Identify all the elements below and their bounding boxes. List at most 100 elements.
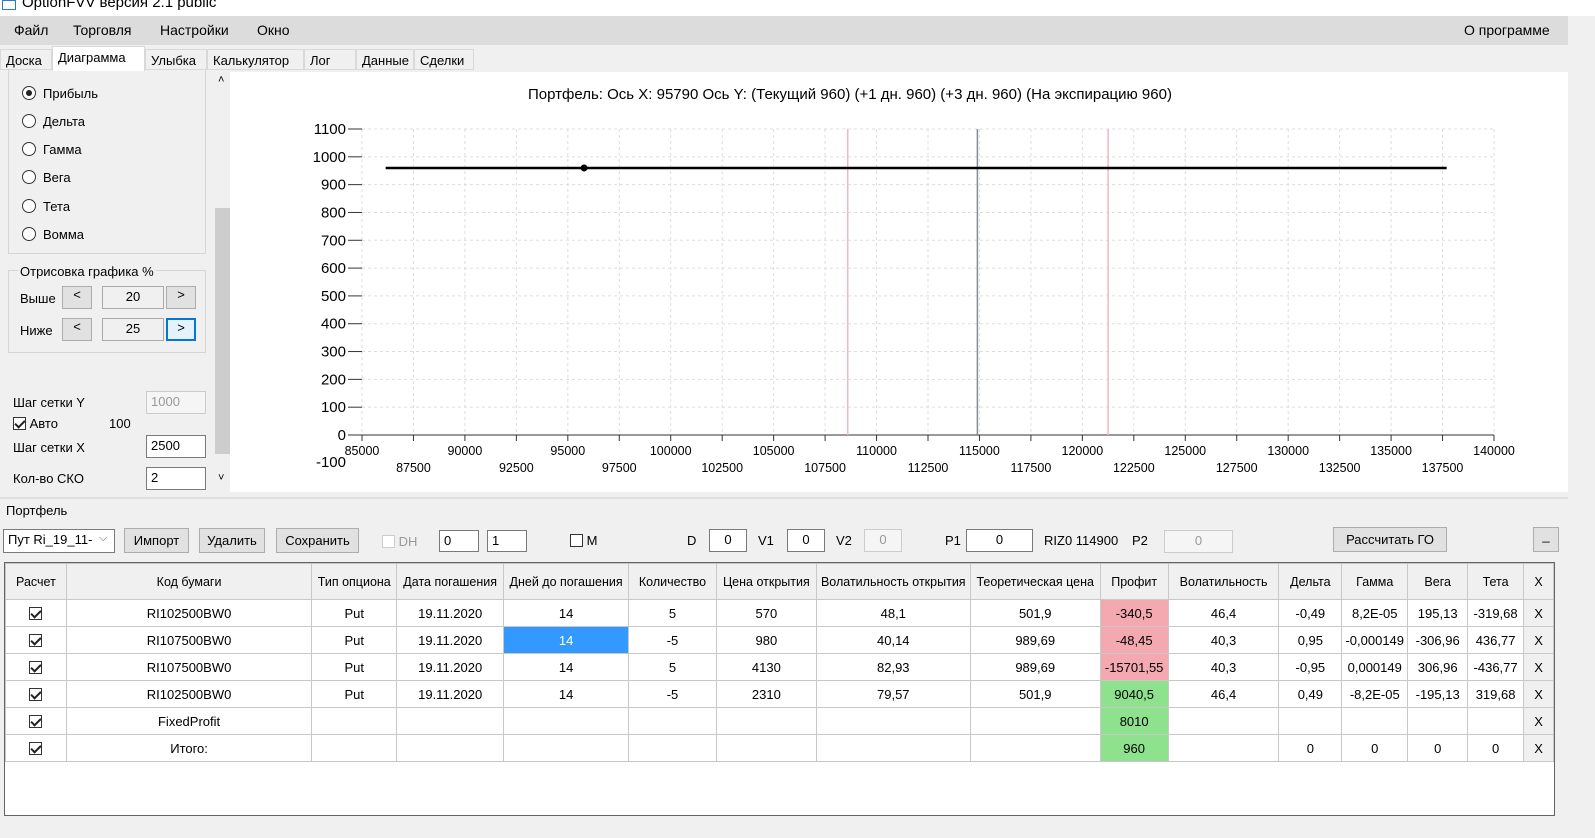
menu-file[interactable]: Файл: [14, 22, 49, 38]
below-value[interactable]: 25: [102, 318, 164, 341]
table-cell[interactable]: 82,93: [815, 653, 971, 681]
remove-row-button[interactable]: X: [1523, 707, 1554, 735]
above-value[interactable]: 20: [102, 286, 164, 309]
radio-delta[interactable]: Дельта: [22, 114, 85, 129]
remove-row-button[interactable]: X: [1523, 734, 1554, 762]
table-cell[interactable]: [715, 734, 817, 762]
dh-checkbox[interactable]: DH: [382, 534, 417, 549]
menu-trade[interactable]: Торговля: [73, 22, 132, 38]
tab-diagram[interactable]: Диаграмма: [52, 46, 145, 71]
below-increase-button[interactable]: >: [166, 318, 196, 341]
table-cell[interactable]: 19.11.2020: [396, 599, 505, 627]
table-cell[interactable]: 14: [503, 599, 630, 627]
table-cell[interactable]: -5: [628, 680, 717, 708]
table-row[interactable]: FixedProfit 8010 X: [5, 707, 1554, 735]
save-button[interactable]: Сохранить: [276, 528, 359, 553]
table-cell[interactable]: [628, 734, 717, 762]
remove-row-button[interactable]: X: [1523, 680, 1554, 708]
table-cell[interactable]: 46,4: [1167, 680, 1280, 708]
table-cell[interactable]: -0,000149: [1341, 626, 1409, 654]
tab-data[interactable]: Данные: [356, 49, 414, 70]
table-row[interactable]: RI102500BW0 Put 19.11.2020 14 -5 2310 79,57 501…: [5, 680, 1554, 708]
table-cell[interactable]: 9040,5: [1099, 680, 1169, 708]
table-cell[interactable]: -8,2E-05: [1341, 680, 1409, 708]
calc-checkbox-cell[interactable]: [5, 626, 67, 654]
table-cell[interactable]: -195,13: [1407, 680, 1469, 708]
table-cell[interactable]: 8,2E-05: [1341, 599, 1409, 627]
table-cell[interactable]: Put: [311, 599, 398, 627]
column-header[interactable]: Дней до погашения: [503, 563, 630, 600]
table-cell[interactable]: [311, 734, 398, 762]
sko-input[interactable]: 2: [146, 467, 206, 490]
table-cell[interactable]: FixedProfit: [65, 707, 313, 735]
table-cell[interactable]: 0: [1407, 734, 1469, 762]
table-cell[interactable]: 989,69: [969, 626, 1101, 654]
table-cell[interactable]: 79,57: [815, 680, 971, 708]
table-cell[interactable]: [1341, 707, 1409, 735]
scroll-down-icon[interactable]: ˅: [218, 472, 225, 484]
spinner-2[interactable]: 1: [487, 530, 527, 552]
left-panel-scrollbar[interactable]: ˄ ˅: [214, 72, 232, 492]
scroll-up-icon[interactable]: ˄: [218, 74, 225, 86]
grid-x-input[interactable]: 2500: [146, 435, 206, 458]
p2-input[interactable]: 0: [1164, 530, 1233, 553]
table-cell[interactable]: 2310: [715, 680, 817, 708]
column-header[interactable]: Код бумаги: [65, 563, 313, 600]
portfolio-select[interactable]: Пут Ri_19_11-: [3, 529, 115, 553]
table-cell[interactable]: 0: [1278, 734, 1343, 762]
d-input[interactable]: 0: [709, 529, 747, 552]
table-cell[interactable]: 19.11.2020: [396, 626, 505, 654]
table-cell[interactable]: [311, 707, 398, 735]
above-increase-button[interactable]: >: [166, 286, 196, 309]
import-button[interactable]: Импорт: [124, 528, 189, 553]
table-cell[interactable]: 46,4: [1167, 599, 1280, 627]
column-header[interactable]: Волатильность открытия: [815, 563, 971, 600]
calc-checkbox-cell[interactable]: [5, 707, 67, 735]
table-cell[interactable]: -5: [628, 626, 717, 654]
table-cell[interactable]: 436,77: [1467, 626, 1525, 654]
v2-input[interactable]: 0: [864, 529, 902, 552]
table-cell[interactable]: 501,9: [969, 680, 1101, 708]
table-cell[interactable]: -0,95: [1278, 653, 1343, 681]
column-header[interactable]: Дата погашения: [396, 563, 505, 600]
table-cell[interactable]: [969, 707, 1101, 735]
table-cell[interactable]: [815, 707, 971, 735]
table-cell[interactable]: 19.11.2020: [396, 680, 505, 708]
table-cell[interactable]: Put: [311, 653, 398, 681]
column-header[interactable]: Волатильность: [1167, 563, 1280, 600]
auto-checkbox[interactable]: Авто: [13, 416, 58, 431]
spinner-1[interactable]: 0: [439, 530, 479, 552]
table-cell[interactable]: 19.11.2020: [396, 653, 505, 681]
tab-smile[interactable]: Улыбка: [145, 49, 207, 70]
table-row[interactable]: RI102500BW0 Put 19.11.2020 14 5 570 48,1 501,9-…: [5, 599, 1554, 627]
m-checkbox[interactable]: M: [570, 533, 597, 548]
table-cell[interactable]: -0,49: [1278, 599, 1343, 627]
table-row[interactable]: RI107500BW0 Put 19.11.2020 14 5 4130 82,93 989,…: [5, 653, 1554, 681]
table-cell[interactable]: 40,14: [815, 626, 971, 654]
column-header[interactable]: Вега: [1407, 563, 1469, 600]
radio-vega[interactable]: Вега: [22, 170, 71, 185]
below-decrease-button[interactable]: <: [62, 318, 92, 341]
menu-settings[interactable]: Настройки: [160, 22, 229, 38]
calc-checkbox-cell[interactable]: [5, 734, 67, 762]
table-cell[interactable]: -436,77: [1467, 653, 1525, 681]
table-cell[interactable]: 40,3: [1167, 626, 1280, 654]
table-cell[interactable]: 5: [628, 653, 717, 681]
above-decrease-button[interactable]: <: [62, 286, 92, 309]
table-cell[interactable]: -15701,55: [1099, 653, 1169, 681]
remove-row-button[interactable]: X: [1523, 626, 1554, 654]
table-cell[interactable]: 0,95: [1278, 626, 1343, 654]
column-header[interactable]: Тета: [1467, 563, 1525, 600]
radio-gamma[interactable]: Гамма: [22, 142, 82, 157]
table-cell[interactable]: 306,96: [1407, 653, 1469, 681]
table-cell[interactable]: 48,1: [815, 599, 971, 627]
table-cell[interactable]: RI107500BW0: [65, 626, 313, 654]
column-header[interactable]: Тип опциона: [311, 563, 398, 600]
tab-log[interactable]: Лог: [304, 49, 356, 70]
column-header[interactable]: Расчет: [5, 563, 67, 600]
table-cell[interactable]: Итого:: [65, 734, 313, 762]
column-header[interactable]: Количество: [628, 563, 717, 600]
grid-y-input[interactable]: 1000: [146, 391, 206, 414]
table-cell[interactable]: Put: [311, 626, 398, 654]
column-header[interactable]: X: [1523, 563, 1554, 600]
